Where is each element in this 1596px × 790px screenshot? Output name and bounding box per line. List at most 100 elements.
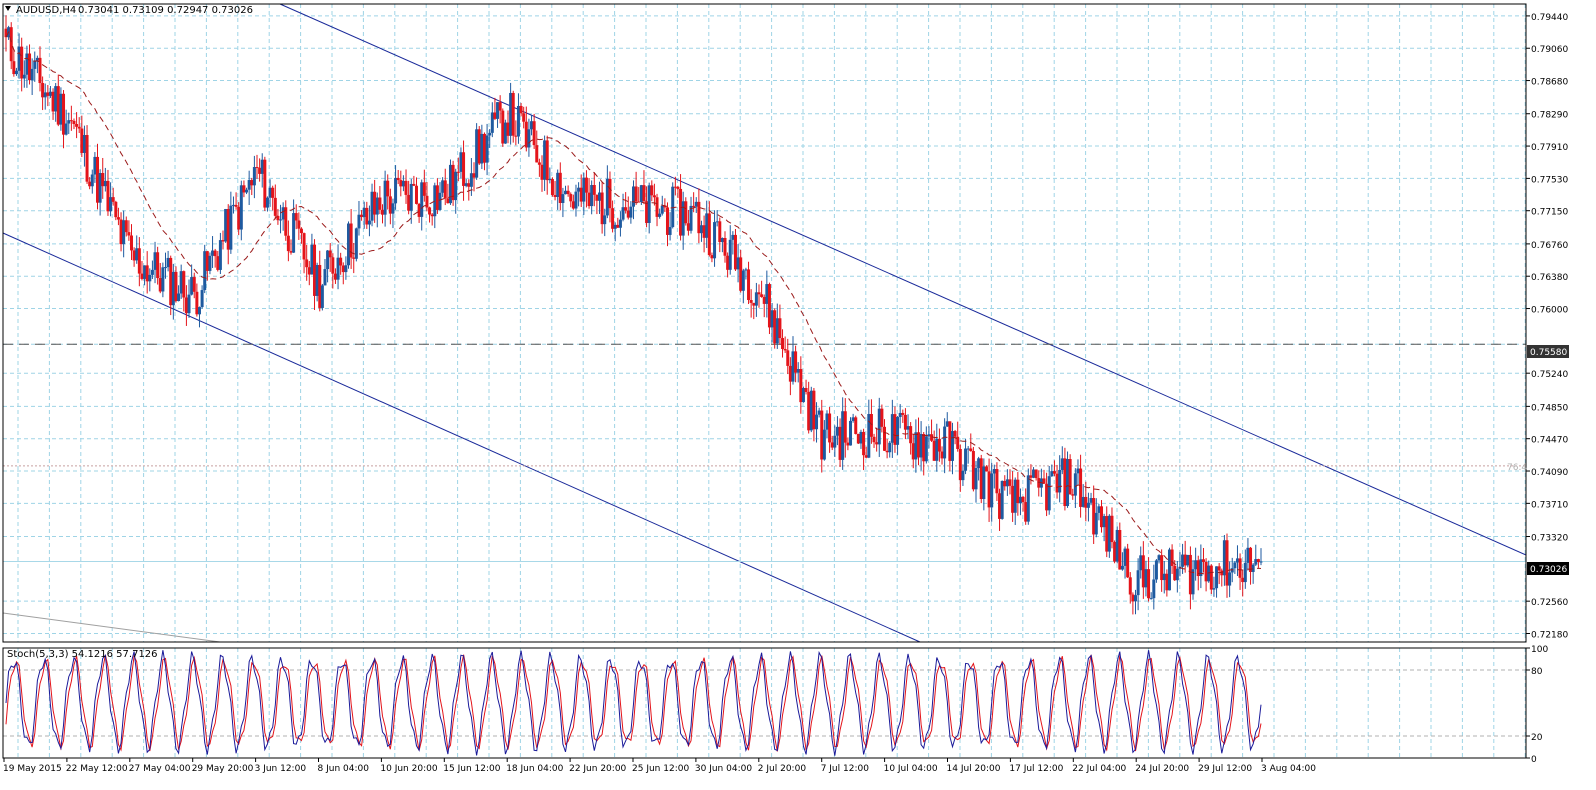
candle-body (1233, 562, 1237, 569)
time-tick-label: 17 Jul 12:00 (1009, 764, 1063, 774)
candle-body (608, 178, 612, 209)
candle-body (101, 172, 105, 187)
channel-lower-line[interactable] (2, 232, 921, 643)
candle-body (216, 256, 220, 270)
candle-body (516, 105, 520, 137)
candle-body (621, 207, 625, 220)
candle-body (880, 408, 884, 427)
candle-body (1256, 559, 1260, 563)
candle-body (574, 191, 578, 209)
channel-upper-line[interactable] (279, 3, 1527, 556)
candle-body (1165, 573, 1169, 591)
candle-body (469, 173, 473, 187)
candle-body (255, 167, 259, 169)
price-tick-label: 0.75240 (1531, 370, 1568, 380)
candle-body (1186, 554, 1190, 566)
candle-body (394, 177, 398, 204)
candle-body (490, 112, 494, 133)
candle-body (1005, 479, 1009, 487)
candle-body (506, 122, 510, 136)
candle-body (279, 219, 283, 221)
candle-body (357, 214, 361, 229)
candle-body (446, 198, 450, 204)
candle-body (412, 183, 416, 186)
candle-body (273, 197, 277, 216)
candle-body (464, 183, 468, 186)
candle-body (347, 223, 351, 266)
gray-trend-line[interactable] (2, 612, 221, 643)
candle-body (1131, 594, 1135, 602)
candle-body (1243, 562, 1247, 583)
candle-body (20, 46, 24, 79)
candle-body (428, 207, 432, 215)
candle-body (404, 180, 408, 195)
candle-body (809, 390, 813, 431)
candle-body (158, 278, 162, 292)
candle-body (485, 135, 489, 163)
candle-body (323, 269, 327, 286)
symbol-dropdown-icon[interactable] (5, 6, 11, 11)
horizontal-levels[interactable] (3, 343, 1526, 563)
candle-body (922, 434, 926, 462)
candle-body (835, 426, 839, 436)
candle-body (205, 251, 209, 271)
candle-body (885, 450, 889, 453)
trend-channel[interactable] (2, 3, 1527, 643)
candle-body (177, 293, 181, 302)
candle-body (1013, 479, 1017, 513)
candle-body (276, 215, 280, 221)
candle-body (558, 172, 562, 203)
candle-body (153, 252, 157, 270)
candle-body (1060, 458, 1064, 470)
candle-body (1066, 459, 1070, 507)
candle-body (992, 469, 996, 474)
time-tick-label: 15 Jun 12:00 (443, 764, 500, 774)
candle-body (815, 414, 819, 430)
price-tick-label: 0.77910 (1531, 143, 1568, 153)
candle-body (1139, 555, 1143, 571)
candle-body (713, 222, 717, 259)
time-axis: 19 May 2015 22 May 12:00 27 May 04:00 29 Ma… (3, 758, 1316, 774)
candle-body (467, 183, 471, 187)
price-tick-label: 0.76760 (1531, 241, 1568, 251)
candle-body (509, 92, 513, 136)
candle-body (595, 194, 599, 201)
candle-body (927, 434, 931, 437)
candle-body (378, 197, 382, 210)
candle-body (318, 264, 322, 308)
candle-body (702, 225, 706, 238)
candle-body (1154, 560, 1158, 580)
candle-body (561, 194, 565, 203)
candle-body (1249, 547, 1253, 572)
candle-body (252, 167, 256, 186)
candle-body (1026, 475, 1030, 522)
candle-body (956, 436, 960, 449)
candle-body (1134, 595, 1137, 602)
stoch-tick-label: 0 (1531, 755, 1537, 765)
candle-body (229, 205, 233, 250)
candle-body (914, 432, 918, 460)
candle-body (315, 264, 319, 296)
candle-body (754, 292, 758, 306)
candles (4, 15, 1263, 615)
candle-body (556, 172, 560, 197)
candle-body (1003, 480, 1007, 487)
candle-body (451, 164, 455, 201)
candle-body (336, 257, 340, 280)
time-tick-label: 25 Jun 12:00 (632, 764, 689, 774)
candle-body (297, 220, 301, 229)
candle-body (532, 121, 536, 146)
stochastic-lines (5, 650, 1262, 756)
panel-frames (2, 3, 1527, 759)
candle-body (4, 28, 8, 38)
candle-body (1157, 555, 1161, 561)
candle-body (114, 201, 118, 218)
level-price-tag-text: 0.75580 (1530, 348, 1567, 358)
candle-body (25, 53, 29, 75)
candle-body (995, 469, 999, 494)
time-tick-label: 29 May 20:00 (192, 764, 254, 774)
candle-body (218, 240, 222, 270)
candle-body (268, 187, 272, 198)
